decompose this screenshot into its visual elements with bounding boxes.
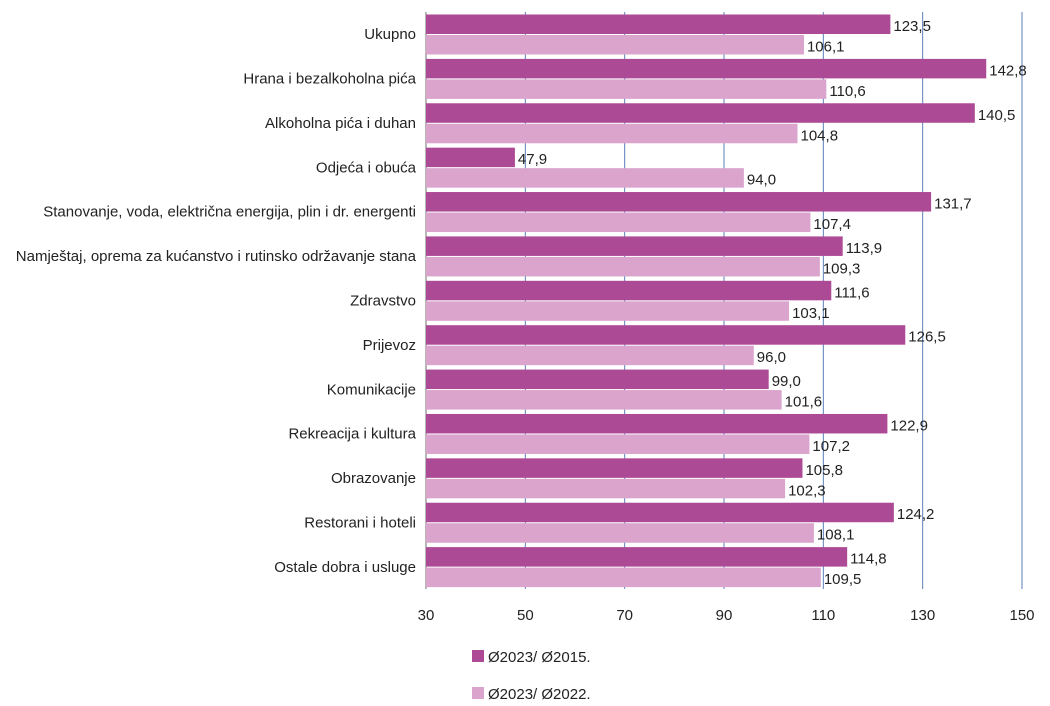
bar-series-2022 — [426, 212, 811, 233]
x-tick-label: 150 — [1009, 607, 1034, 624]
x-tick-label: 90 — [716, 607, 733, 624]
bar-series-2022 — [426, 79, 827, 99]
bar-series-2015 — [426, 547, 848, 567]
bar-series-2015 — [426, 147, 515, 168]
category-label: Ukupno — [364, 26, 416, 43]
data-label: 110,6 — [829, 83, 865, 100]
x-tick-label: 110 — [811, 607, 835, 624]
bar-series-2022 — [426, 434, 810, 454]
bar-series-2015 — [426, 280, 832, 301]
data-label: 114,8 — [850, 551, 886, 568]
bar-series-2015 — [426, 325, 906, 345]
x-tick-label: 50 — [517, 607, 534, 624]
bar-series-2022 — [426, 301, 790, 321]
bar-series-2022 — [426, 345, 754, 366]
data-label: 99,0 — [772, 373, 801, 390]
data-label: 124,2 — [897, 506, 935, 523]
bar-series-2015 — [426, 192, 932, 212]
data-label: 113,9 — [846, 240, 882, 257]
bar-series-2022 — [426, 567, 821, 588]
data-label: 142,8 — [989, 62, 1027, 79]
data-label: 106,1 — [807, 39, 845, 56]
category-label: Odjeća i obuća — [316, 159, 417, 176]
category-label: Prijevoz — [363, 337, 416, 354]
data-label: 103,1 — [792, 305, 830, 322]
data-label: 123,5 — [893, 18, 931, 35]
x-tick-label: 70 — [616, 607, 633, 624]
data-label: 47,9 — [518, 151, 547, 168]
legend-swatch — [472, 650, 484, 662]
category-label: Stanovanje, voda, električna energija, p… — [43, 204, 416, 221]
bar-series-2022 — [426, 390, 782, 410]
data-label: 94,0 — [747, 172, 776, 189]
bar-series-2015 — [426, 236, 843, 256]
category-label: Namještaj, oprema za kućanstvo i rutinsk… — [16, 248, 417, 265]
bar-series-2022 — [426, 523, 814, 543]
legend-label: Ø2023/ Ø2022. — [488, 686, 591, 703]
x-tick-label: 30 — [418, 607, 435, 624]
data-labels: 123,5 106,1 142,8 110,6 140,5 104,8 47,9 94,0 13… — [518, 18, 1027, 588]
data-label: 96,0 — [757, 349, 786, 366]
data-label: 140,5 — [978, 107, 1016, 124]
category-label: Komunikacije — [327, 381, 416, 398]
bar-series-2022 — [426, 256, 820, 277]
data-label: 111,6 — [834, 284, 869, 301]
data-label: 104,8 — [801, 127, 839, 144]
category-label: Ostale dobra i usluge — [274, 559, 416, 576]
legend-swatch — [472, 687, 484, 699]
category-label: Hrana i bezalkoholna pića — [243, 71, 416, 88]
bar-series-2022 — [426, 123, 798, 144]
bar-series-2022 — [426, 35, 804, 55]
bar-series-2015 — [426, 502, 894, 523]
bar-series-2015 — [426, 58, 987, 79]
category-label: Obrazovanje — [331, 470, 416, 487]
legend: Ø2023/ Ø2015. Ø2023/ Ø2022. — [472, 649, 591, 703]
data-label: 102,3 — [788, 482, 826, 499]
data-label: 122,9 — [890, 417, 928, 434]
data-label: 109,3 — [823, 260, 861, 277]
x-axis-tick-labels: 30 50 70 90 110 130 150 — [418, 607, 1035, 624]
data-label: 108,1 — [817, 527, 855, 544]
bar-series-2015 — [426, 103, 975, 123]
category-label: Rekreacija i kultura — [288, 426, 416, 443]
data-label: 109,5 — [824, 571, 862, 588]
bar-series-2015 — [426, 14, 891, 34]
category-label: Zdravstvo — [350, 293, 416, 310]
category-label: Restorani i hoteli — [304, 514, 416, 531]
data-label: 105,8 — [805, 462, 843, 479]
bar-series-2015 — [426, 413, 888, 434]
data-label: 107,4 — [813, 216, 851, 233]
bar-series-2015 — [426, 458, 803, 478]
x-tick-label: 130 — [910, 607, 935, 624]
bar-series-2015 — [426, 369, 769, 390]
category-labels: Ukupno Hrana i bezalkoholna pića Alkoholna… — [16, 26, 417, 576]
category-label: Alkoholna pića i duhan — [265, 115, 416, 132]
data-label: 101,6 — [785, 394, 823, 411]
bars — [426, 14, 987, 588]
data-label: 107,2 — [812, 438, 850, 455]
legend-label: Ø2023/ Ø2015. — [488, 649, 591, 666]
data-label: 131,7 — [934, 196, 972, 213]
data-label: 126,5 — [908, 329, 946, 346]
bar-series-2022 — [426, 478, 786, 499]
bar-series-2022 — [426, 168, 744, 188]
